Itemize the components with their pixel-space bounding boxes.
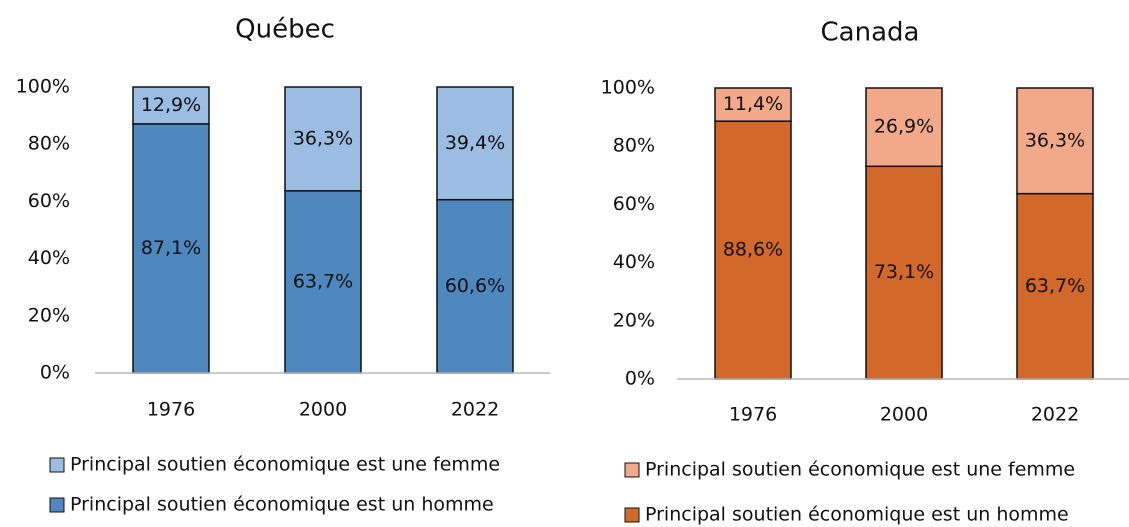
x-tick-label: 2000 (880, 404, 928, 426)
y-tick-label: 60% (613, 193, 655, 215)
x-tick-label: 2000 (299, 399, 347, 421)
y-tick-label: 0% (625, 368, 655, 390)
data-label: 11,4% (723, 93, 783, 115)
data-label: 87,1% (141, 237, 201, 259)
legend-swatch (49, 457, 65, 473)
data-label: 26,9% (874, 116, 934, 138)
legend-swatch (49, 497, 65, 513)
data-label: 12,9% (141, 94, 201, 116)
bar-segment (284, 86, 362, 192)
data-label: 36,3% (1025, 129, 1085, 151)
bar-segment (132, 86, 210, 125)
data-label: 60,6% (445, 275, 505, 297)
legend-label: Principal soutien économique est une fem… (645, 459, 1075, 481)
x-tick-label: 2022 (1031, 404, 1079, 426)
bar-segment (1016, 192, 1094, 380)
y-tick-label: 40% (28, 247, 70, 269)
chart-title: Québec (235, 15, 335, 45)
legend-label: Principal soutien économique est un homm… (645, 504, 1069, 526)
legend-swatch (624, 462, 640, 478)
y-tick-label: 80% (613, 135, 655, 157)
y-tick-label: 20% (28, 304, 70, 326)
legend-label: Principal soutien économique est un homm… (70, 494, 494, 516)
data-label: 63,7% (1025, 275, 1085, 297)
bar-segment (865, 87, 943, 168)
bar-segment (132, 123, 210, 374)
bar-segment (1016, 87, 1094, 195)
y-tick-label: 40% (613, 251, 655, 273)
x-tick-label: 1976 (147, 399, 195, 421)
y-tick-label: 20% (613, 309, 655, 331)
data-label: 63,7% (293, 270, 353, 292)
bar-segment (714, 120, 792, 380)
x-tick-label: 1976 (729, 404, 777, 426)
bar-segment (714, 87, 792, 122)
legend-swatch (624, 507, 640, 523)
y-tick-label: 100% (601, 77, 655, 99)
data-label: 36,3% (293, 127, 353, 149)
x-tick-label: 2022 (451, 399, 499, 421)
bar-segment (865, 165, 943, 380)
y-tick-label: 100% (16, 76, 70, 98)
data-label: 88,6% (723, 239, 783, 261)
chart-title: Canada (821, 18, 920, 48)
y-tick-label: 60% (28, 190, 70, 212)
y-tick-label: 80% (28, 133, 70, 155)
data-label: 73,1% (874, 261, 934, 283)
legend-label: Principal soutien économique est une fem… (70, 454, 500, 476)
data-label: 39,4% (445, 132, 505, 154)
bar-segment (436, 86, 514, 201)
y-tick-label: 0% (40, 362, 70, 384)
